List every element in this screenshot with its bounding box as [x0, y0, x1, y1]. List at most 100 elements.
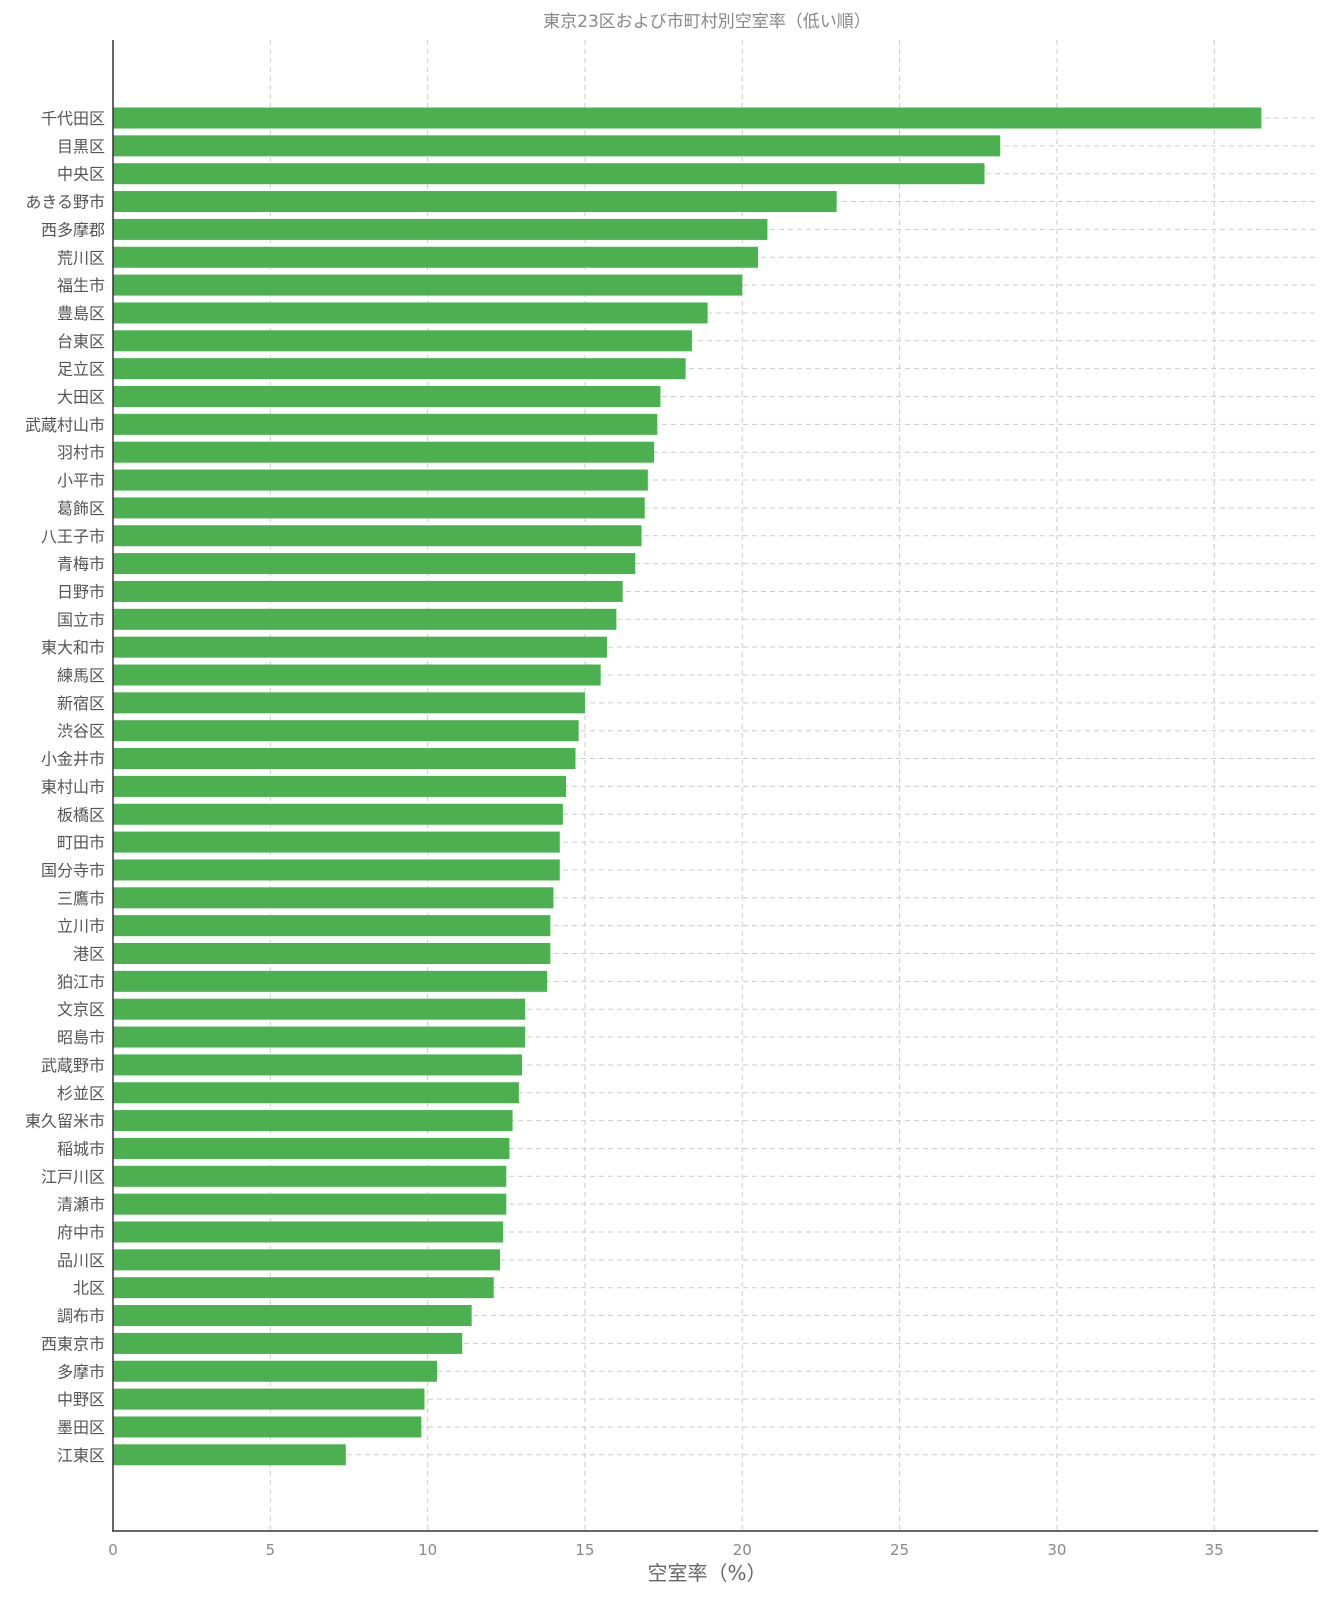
bar [113, 1416, 422, 1438]
bar [113, 1110, 513, 1132]
category-label: 狛江市 [57, 972, 105, 991]
chart-title: 東京23区および市町村別空室率（低い順） [543, 12, 871, 32]
category-label: 新宿区 [57, 694, 105, 713]
bar [113, 831, 560, 853]
bar [113, 107, 1262, 129]
category-label: 西多摩郡 [41, 220, 105, 239]
bar [113, 358, 686, 380]
category-label: 台東区 [57, 332, 105, 351]
bar [113, 1360, 438, 1382]
category-label: 八王子市 [41, 527, 105, 546]
x-tick-labels: 0 5 10 15 20 25 30 35 [108, 1541, 1223, 1559]
category-label: 国分寺市 [41, 861, 105, 880]
category-label: 渋谷区 [57, 722, 105, 741]
category-label: 荒川区 [57, 248, 105, 267]
bars [113, 107, 1262, 1466]
bar [113, 330, 692, 352]
bar [113, 135, 1001, 157]
category-label: 国立市 [57, 610, 105, 629]
category-label: 豊島区 [57, 304, 105, 323]
category-label: 中央区 [57, 165, 105, 184]
category-label: 武蔵村山市 [25, 415, 105, 434]
x-tick-label: 5 [266, 1541, 276, 1559]
x-tick-label: 20 [733, 1541, 752, 1559]
category-label: 町田市 [57, 833, 105, 852]
bar [113, 887, 554, 909]
bar [113, 191, 837, 213]
category-label: 東大和市 [41, 638, 105, 657]
category-label: 調布市 [57, 1307, 105, 1326]
category-label: 西東京市 [41, 1334, 105, 1353]
category-label: 小金井市 [41, 750, 105, 769]
bar [113, 608, 617, 630]
category-label: 立川市 [57, 917, 105, 936]
bar [113, 1054, 523, 1076]
bar [113, 497, 645, 519]
x-tick-label: 30 [1047, 1541, 1066, 1559]
category-label: 品川区 [57, 1251, 105, 1270]
category-label: 府中市 [57, 1223, 105, 1242]
category-label: 昭島市 [57, 1028, 105, 1047]
bar [113, 1193, 507, 1215]
bar [113, 1082, 519, 1104]
bar [113, 163, 985, 185]
category-label: 清瀬市 [57, 1195, 105, 1214]
bar [113, 469, 648, 491]
category-label: 三鷹市 [57, 889, 105, 908]
category-label: 江戸川区 [41, 1167, 105, 1186]
x-tick-label: 15 [575, 1541, 594, 1559]
bar [113, 998, 526, 1020]
category-label: 小平市 [57, 471, 105, 490]
category-label: 福生市 [57, 276, 105, 295]
category-labels: 千代田区目黒区中央区あきる野市西多摩郡荒川区福生市豊島区台東区足立区大田区武蔵村… [25, 109, 105, 1465]
category-label: 東久留米市 [25, 1112, 105, 1131]
bar [113, 720, 579, 742]
x-tick-label: 10 [418, 1541, 437, 1559]
x-tick-label: 0 [108, 1541, 118, 1559]
bar [113, 1277, 494, 1299]
x-tick-label: 25 [890, 1541, 909, 1559]
category-label: 北区 [73, 1279, 105, 1298]
category-label: 日野市 [57, 582, 105, 601]
category-label: 青梅市 [57, 555, 105, 574]
bar [113, 1305, 472, 1327]
category-label: 目黒区 [57, 137, 105, 156]
category-label: 文京区 [57, 1000, 105, 1019]
bar [113, 1137, 510, 1159]
category-label: 葛飾区 [57, 499, 105, 518]
bar [113, 943, 551, 964]
bar [113, 274, 743, 296]
bar [113, 1165, 507, 1187]
bar [113, 386, 661, 407]
bar [113, 553, 636, 575]
bar [113, 692, 585, 714]
category-label: あきる野市 [25, 193, 105, 212]
bar [113, 636, 607, 658]
bar [113, 859, 560, 881]
bar [113, 664, 601, 686]
category-label: 千代田区 [41, 109, 105, 128]
category-label: 港区 [73, 945, 105, 964]
bar [113, 413, 658, 435]
bar [113, 970, 548, 992]
bar [113, 580, 623, 602]
category-label: 板橋区 [57, 805, 105, 824]
bar [113, 1332, 463, 1354]
bar [113, 218, 768, 240]
bar [113, 775, 567, 797]
bar [113, 1221, 504, 1243]
category-label: 稲城市 [57, 1139, 105, 1158]
x-axis-title: 空室率（%） [647, 1561, 766, 1585]
axes [112, 40, 1318, 1532]
category-label: 東村山市 [41, 777, 105, 796]
category-label: 羽村市 [57, 443, 105, 462]
bar [113, 803, 563, 825]
category-label: 墨田区 [57, 1418, 105, 1437]
category-label: 江東区 [57, 1446, 105, 1465]
bar [113, 1249, 500, 1271]
category-label: 足立区 [57, 360, 105, 379]
bar [113, 525, 642, 547]
bar [113, 1026, 526, 1048]
